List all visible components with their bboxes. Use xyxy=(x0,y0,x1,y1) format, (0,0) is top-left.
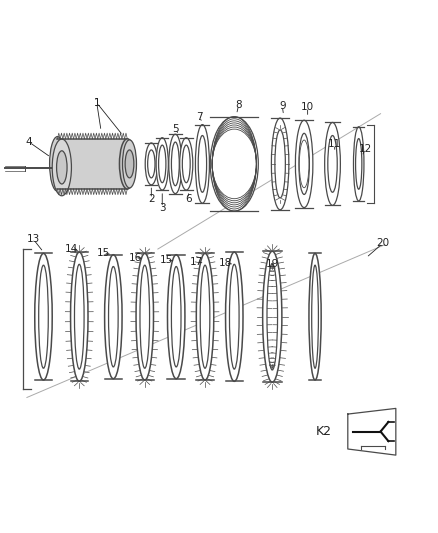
Ellipse shape xyxy=(309,253,321,380)
Ellipse shape xyxy=(171,142,179,185)
Text: 9: 9 xyxy=(279,101,286,111)
Ellipse shape xyxy=(356,139,362,189)
Ellipse shape xyxy=(210,117,258,211)
Text: 10: 10 xyxy=(301,102,314,112)
Ellipse shape xyxy=(353,127,364,201)
Text: 5: 5 xyxy=(172,124,179,134)
Text: 15: 15 xyxy=(97,248,110,259)
Ellipse shape xyxy=(140,265,150,368)
Ellipse shape xyxy=(182,145,190,183)
Ellipse shape xyxy=(125,150,134,178)
Polygon shape xyxy=(57,139,127,189)
Ellipse shape xyxy=(109,266,118,367)
Ellipse shape xyxy=(230,264,239,369)
Ellipse shape xyxy=(57,151,67,184)
Ellipse shape xyxy=(267,263,278,370)
Ellipse shape xyxy=(295,120,313,207)
Text: 18: 18 xyxy=(219,258,232,268)
Ellipse shape xyxy=(105,255,122,379)
Ellipse shape xyxy=(74,264,84,369)
Ellipse shape xyxy=(145,143,157,185)
Ellipse shape xyxy=(275,130,286,198)
Text: K2: K2 xyxy=(316,425,332,438)
Text: 17: 17 xyxy=(190,257,203,267)
Ellipse shape xyxy=(167,255,185,379)
Ellipse shape xyxy=(196,253,214,380)
Text: 14: 14 xyxy=(65,244,78,254)
Ellipse shape xyxy=(272,118,289,210)
Text: 8: 8 xyxy=(235,100,242,110)
Ellipse shape xyxy=(148,150,155,178)
Ellipse shape xyxy=(325,123,340,205)
Ellipse shape xyxy=(35,253,52,380)
Ellipse shape xyxy=(312,265,318,368)
Text: 13: 13 xyxy=(27,235,40,245)
Ellipse shape xyxy=(52,139,71,196)
Ellipse shape xyxy=(39,265,48,368)
Ellipse shape xyxy=(195,125,209,203)
Ellipse shape xyxy=(169,134,182,193)
Text: 1: 1 xyxy=(93,98,100,108)
Ellipse shape xyxy=(136,253,153,380)
Ellipse shape xyxy=(328,135,337,192)
Text: 3: 3 xyxy=(159,203,166,213)
Ellipse shape xyxy=(123,140,137,188)
Ellipse shape xyxy=(198,135,207,192)
Ellipse shape xyxy=(226,252,243,381)
Ellipse shape xyxy=(159,145,166,183)
Ellipse shape xyxy=(299,140,309,188)
Ellipse shape xyxy=(120,139,135,189)
Text: 4: 4 xyxy=(26,137,32,147)
Ellipse shape xyxy=(71,252,88,381)
Text: 6: 6 xyxy=(185,194,192,204)
Text: 15: 15 xyxy=(160,255,173,265)
Ellipse shape xyxy=(156,138,168,190)
Ellipse shape xyxy=(200,265,210,368)
Text: 20: 20 xyxy=(376,238,389,248)
Text: 16: 16 xyxy=(128,253,142,263)
Text: 1: 1 xyxy=(93,98,100,108)
Ellipse shape xyxy=(299,133,309,195)
Ellipse shape xyxy=(263,251,282,382)
Ellipse shape xyxy=(49,136,65,191)
Text: 12: 12 xyxy=(359,144,372,155)
Text: 2: 2 xyxy=(148,194,155,204)
Text: 19: 19 xyxy=(265,260,279,269)
Ellipse shape xyxy=(180,138,193,190)
Ellipse shape xyxy=(171,266,181,367)
Text: 7: 7 xyxy=(196,112,203,122)
Text: 11: 11 xyxy=(328,139,341,149)
